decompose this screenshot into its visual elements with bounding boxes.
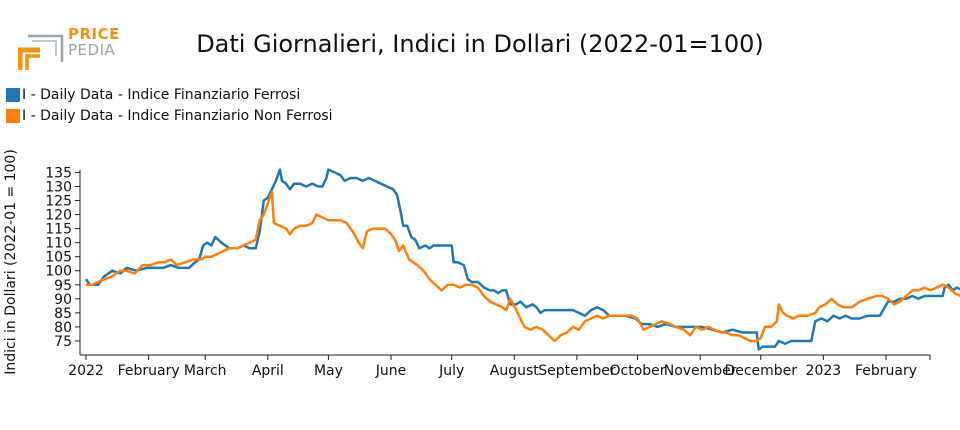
x-tick-label: April [252,363,284,379]
x-tick-label: February [855,363,917,379]
y-tick-label: 130 [45,179,72,195]
x-tick-label: February [118,363,180,379]
y-tick-label: 90 [54,292,72,308]
x-tick-label: September [538,363,616,379]
x-tick-label: August [490,363,540,379]
legend-label-non-ferrosi: I - Daily Data - Indice Finanziario Non … [22,107,333,124]
y-axis-label: Indici in Dollari (2022-01 = 100) [3,149,19,375]
logo-line-1: PRICE [68,25,120,43]
legend-item-non-ferrosi[interactable]: I - Daily Data - Indice Finanziario Non … [6,105,333,126]
chart-title: Dati Giornalieri, Indici in Dollari (202… [0,30,960,58]
y-tick-label: 80 [54,320,72,336]
legend-item-ferrosi[interactable]: I - Daily Data - Indice Finanziario Ferr… [6,84,333,105]
y-tick-label: 95 [54,278,72,294]
y-tick-label: 125 [45,194,72,210]
y-tick-label: 120 [45,208,72,224]
y-tick-label: 135 [45,165,72,181]
legend: I - Daily Data - Indice Finanziario Ferr… [6,84,333,126]
y-tick-label: 85 [54,306,72,322]
y-tick-label: 105 [45,250,72,266]
y-tick-label: 110 [45,236,72,252]
x-tick-label: October [609,363,665,379]
x-tick-label: March [184,363,227,379]
logo-line-2: PEDIA [68,41,116,59]
series-line-ferrosi [84,168,960,351]
y-tick-label: 75 [54,334,72,350]
legend-label-ferrosi: I - Daily Data - Indice Finanziario Ferr… [22,86,301,103]
pricepedia-logo [18,34,64,70]
series-line-non-ferrosi [86,190,960,343]
x-tick-label: June [375,363,407,379]
y-tick-label: 115 [45,222,72,238]
logo-wordmark: PRICE PEDIA [68,26,120,58]
x-tick-label: November [664,363,737,379]
x-tick-label: May [314,363,343,379]
x-tick-label: December [724,363,797,379]
x-tick-label: 2023 [806,363,842,379]
x-tick-label: July [438,363,464,379]
legend-swatch-ferrosi [6,87,20,102]
chart-title-text: Dati Giornalieri, Indici in Dollari (202… [196,30,764,58]
y-tick-label: 100 [45,264,72,280]
legend-swatch-non-ferrosi [6,108,20,123]
x-tick-label: 2022 [68,363,104,379]
